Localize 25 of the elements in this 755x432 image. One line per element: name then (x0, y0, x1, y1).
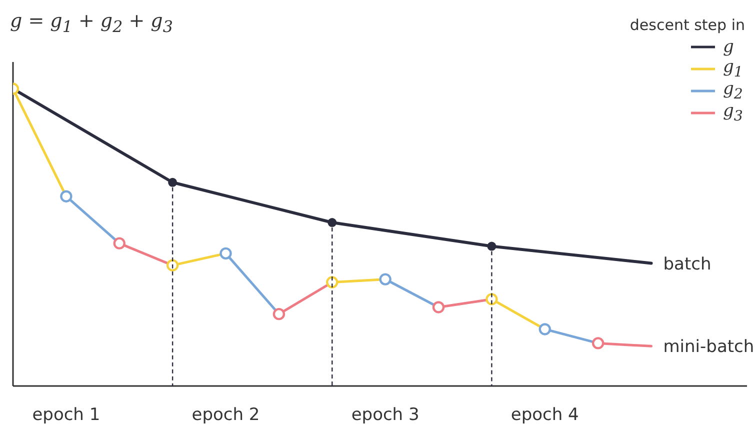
point (168, 178, 178, 187)
x-tick-label: epoch 4 (510, 405, 579, 426)
point (326, 276, 338, 288)
point (592, 337, 604, 350)
x-tick-label: epoch 2 (192, 405, 260, 426)
legend-label: g$_{3}$ (723, 101, 744, 125)
annotation: mini-batch (663, 337, 754, 358)
x-tick-label: epoch 1 (32, 405, 100, 426)
annotation: batch (663, 254, 712, 274)
point (379, 273, 392, 286)
point (60, 190, 72, 202)
legend-label: g$_{2}$ (723, 79, 744, 103)
point (272, 308, 286, 320)
chart-title: g = g$_{1}$ + g$_{2}$ + g$_{3}$ (10, 10, 173, 36)
x-tick-label: epoch 3 (351, 405, 420, 426)
point (166, 259, 179, 272)
legend-label: g (723, 37, 735, 57)
point (487, 242, 496, 251)
legend-label: g$_{1}$ (723, 57, 744, 81)
point (113, 237, 126, 250)
point (220, 247, 232, 260)
point (538, 323, 551, 336)
point (328, 218, 337, 228)
point (432, 301, 445, 314)
legend-title: descent step in (630, 16, 745, 34)
